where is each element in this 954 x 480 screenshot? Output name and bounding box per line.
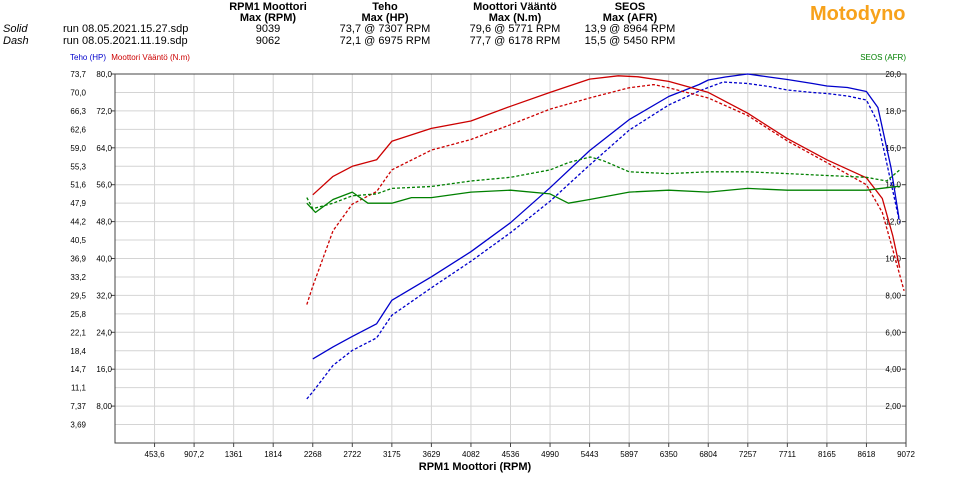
nm-tick-label: 8,00 xyxy=(96,402,112,411)
hp-tick-label: 36,9 xyxy=(70,255,86,264)
series-afr-dash xyxy=(306,156,901,210)
left-axis-labels: Teho (HP) Moottori Vääntö (N.m) xyxy=(70,53,190,62)
x-tick-label: 6350 xyxy=(660,450,678,459)
col-hp-title: Teho xyxy=(372,1,398,13)
hp-tick-label: 11,1 xyxy=(71,384,87,393)
axis-ticks: 453,6 907,2 1361 1814 2268 2722 3175 3629 4082 45… xyxy=(70,70,915,459)
series-hp-dash xyxy=(306,81,901,400)
x-axis-label: RPM1 Moottori (RPM) xyxy=(419,461,532,473)
x-tick-label: 3175 xyxy=(383,450,401,459)
col-rpm-title: RPM1 Moottori xyxy=(229,1,307,13)
x-tick-label: 8618 xyxy=(858,450,876,459)
nm-tick-label: 16,0 xyxy=(96,365,112,374)
col-rpm-sub: Max (RPM) xyxy=(239,12,297,24)
hp-tick-label: 14,7 xyxy=(70,365,86,374)
hp-tick-label: 33,2 xyxy=(70,273,86,282)
x-tick-label: 4082 xyxy=(462,450,480,459)
nm-tick-label: 48,0 xyxy=(96,218,112,227)
nm-tick-label: 40,0 xyxy=(96,255,112,264)
afr-tick-label: 8,00 xyxy=(885,291,901,300)
hp-tick-label: 47,9 xyxy=(70,199,86,208)
hp-axis-name: Teho (HP) xyxy=(70,53,106,62)
hp-tick-label: 7,37 xyxy=(70,402,86,411)
x-tick-label: 1361 xyxy=(225,450,243,459)
col-afr-title: SEOS xyxy=(614,1,646,13)
hp-tick-label: 40,5 xyxy=(70,236,86,245)
hp-tick-label: 73,7 xyxy=(70,70,86,79)
nm-axis-name: Moottori Vääntö (N.m) xyxy=(111,53,190,62)
afr-tick-label: 4,00 xyxy=(885,365,901,374)
x-tick-label: 4990 xyxy=(541,450,559,459)
x-tick-label: 8165 xyxy=(818,450,836,459)
plot-frame xyxy=(114,73,907,444)
x-tick-label: 4536 xyxy=(502,450,520,459)
hp-tick-label: 3,69 xyxy=(70,421,86,430)
grid-lines xyxy=(115,74,906,443)
x-tick-label: 9072 xyxy=(897,450,915,459)
run-afr-dash: 15,5 @ 5450 RPM xyxy=(584,35,676,47)
series-nm-dash xyxy=(306,83,905,305)
x-tick-label: 453,6 xyxy=(145,450,166,459)
series-nm-solid xyxy=(312,75,901,268)
x-tick-label: 907,2 xyxy=(184,450,205,459)
col-nm-title: Moottori Vääntö xyxy=(473,1,557,13)
x-tick-label: 6804 xyxy=(699,450,717,459)
run-file-solid: run 08.05.2021.15.27.sdp xyxy=(63,23,189,35)
x-tick-label: 2268 xyxy=(304,450,322,459)
nm-tick-label: 64,0 xyxy=(96,144,112,153)
nm-tick-label: 56,0 xyxy=(96,181,112,190)
nm-tick-label: 24,0 xyxy=(96,328,112,337)
x-tick-label: 2722 xyxy=(343,450,361,459)
hp-tick-label: 22,1 xyxy=(70,328,86,337)
nm-tick-label: 72,0 xyxy=(96,107,112,116)
run-style-dash: Dash xyxy=(3,35,29,47)
run-rpm-dash: 9062 xyxy=(255,35,281,47)
hp-tick-label: 18,4 xyxy=(70,347,86,356)
col-afr-sub: Max (AFR) xyxy=(602,12,658,24)
run-hp-dash: 72,1 @ 6975 RPM xyxy=(339,35,431,47)
afr-tick-label: 12,0 xyxy=(885,218,901,227)
afr-axis-name: SEOS (AFR) xyxy=(860,53,906,62)
x-tick-label: 1814 xyxy=(264,450,282,459)
hp-tick-label: 66,3 xyxy=(70,107,86,116)
x-tick-label: 7257 xyxy=(739,450,757,459)
afr-tick-label: 10,0 xyxy=(885,255,901,264)
run-afr-solid: 13,9 @ 8964 RPM xyxy=(584,23,676,35)
results-header: RPM1 Moottori Max (RPM) Teho Max (HP) Mo… xyxy=(0,0,954,50)
run-style-solid: Solid xyxy=(3,23,28,35)
hp-tick-label: 59,0 xyxy=(70,144,86,153)
hp-tick-label: 55,3 xyxy=(70,162,86,171)
afr-tick-label: 2,00 xyxy=(885,402,901,411)
hp-tick-label: 51,6 xyxy=(70,181,86,190)
run-nm-solid: 79,6 @ 5771 RPM xyxy=(469,23,561,35)
afr-tick-label: 6,00 xyxy=(885,328,901,337)
afr-tick-label: 18,0 xyxy=(885,107,901,116)
run-rpm-solid: 9039 xyxy=(255,23,281,35)
hp-tick-label: 44,2 xyxy=(70,218,86,227)
hp-tick-label: 70,0 xyxy=(70,88,86,97)
hp-tick-label: 25,8 xyxy=(70,310,86,319)
run-hp-solid: 73,7 @ 7307 RPM xyxy=(339,23,431,35)
x-tick-label: 3629 xyxy=(423,450,441,459)
nm-tick-label: 80,0 xyxy=(96,70,112,79)
hp-tick-label: 29,5 xyxy=(70,291,86,300)
x-tick-label: 5443 xyxy=(581,450,599,459)
x-tick-label: 7711 xyxy=(779,450,797,459)
nm-tick-label: 32,0 xyxy=(96,291,112,300)
col-hp-sub: Max (HP) xyxy=(361,12,409,24)
brand-logo: Motodyno xyxy=(810,3,906,25)
run-nm-dash: 77,7 @ 6178 RPM xyxy=(469,35,561,47)
series-hp-solid xyxy=(312,73,900,360)
afr-tick-label: 16,0 xyxy=(885,144,901,153)
x-tick-label: 5897 xyxy=(620,450,638,459)
col-nm-sub: Max (N.m) xyxy=(488,12,542,24)
hp-tick-label: 62,6 xyxy=(70,125,86,134)
run-file-dash: run 08.05.2021.11.19.sdp xyxy=(63,35,188,47)
series-layer xyxy=(306,73,905,400)
series-afr-solid xyxy=(306,185,900,214)
